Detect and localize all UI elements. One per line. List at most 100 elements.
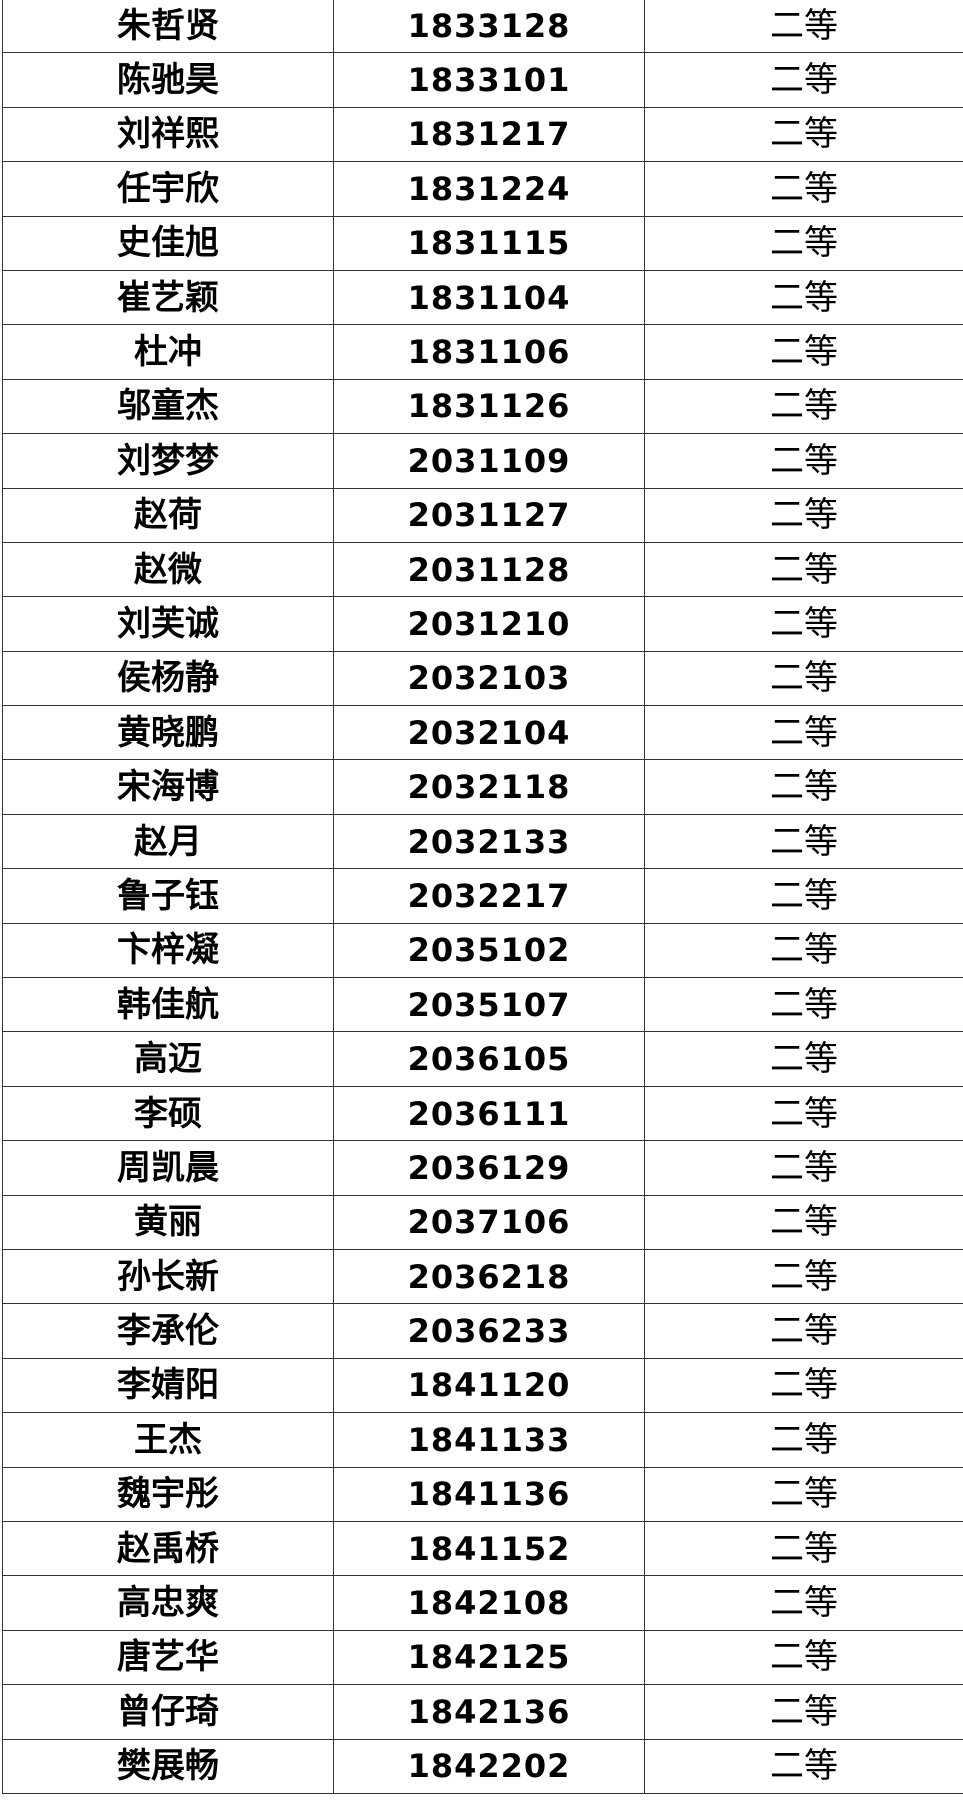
name-cell: 黄晓鹏 — [2, 705, 334, 761]
grade-cell: 二等 — [644, 1194, 963, 1250]
table-row: 高迈 2036105 二等 — [2, 1031, 963, 1087]
table-row: 侯杨静 2032103 二等 — [2, 650, 963, 707]
name-cell: 邬童杰 — [2, 378, 334, 435]
table-row: 韩佳航 2035107 二等 — [2, 977, 963, 1033]
name-cell: 史佳旭 — [2, 215, 334, 271]
student-id-cell: 2036233 — [333, 1303, 645, 1359]
student-id-cell: 2036105 — [333, 1031, 645, 1087]
table-row: 赵微 2031128 二等 — [2, 541, 963, 598]
student-id-cell: 1831115 — [333, 215, 645, 271]
grade-cell: 二等 — [644, 1248, 963, 1305]
name-cell: 李婧阳 — [2, 1357, 334, 1414]
table-row: 任宇欣 1831224 二等 — [2, 161, 963, 217]
table-row: 卞梓凝 2035102 二等 — [2, 922, 963, 979]
table-row: 杜冲 1831106 二等 — [2, 324, 963, 380]
student-id-cell: 2037106 — [333, 1194, 645, 1250]
student-id-cell: 1831126 — [333, 378, 645, 435]
student-id-cell: 1841152 — [333, 1520, 645, 1577]
student-id-cell: 1831104 — [333, 269, 645, 326]
student-id-cell: 1831106 — [333, 324, 645, 380]
name-cell: 樊展畅 — [2, 1738, 334, 1794]
grade-cell: 二等 — [644, 215, 963, 271]
student-id-cell: 2031109 — [333, 433, 645, 489]
name-cell: 高迈 — [2, 1031, 334, 1087]
name-cell: 唐艺华 — [2, 1629, 334, 1686]
name-cell: 高忠爽 — [2, 1575, 334, 1631]
name-cell: 周凯晨 — [2, 1140, 334, 1196]
student-id-cell: 2032103 — [333, 650, 645, 707]
student-id-cell: 1833101 — [333, 52, 645, 108]
grade-cell: 二等 — [644, 1303, 963, 1359]
table-row: 赵月 2032133 二等 — [2, 813, 963, 870]
grade-cell: 二等 — [644, 922, 963, 979]
student-id-cell: 2032118 — [333, 759, 645, 815]
table-row: 刘芙诚 2031210 二等 — [2, 596, 963, 652]
name-cell: 朱哲贤 — [2, 0, 334, 54]
student-id-cell: 2036129 — [333, 1140, 645, 1196]
table-row: 鲁子钰 2032217 二等 — [2, 868, 963, 924]
student-id-cell: 2035107 — [333, 977, 645, 1033]
grade-cell: 二等 — [644, 1629, 963, 1686]
table-row: 黄丽 2037106 二等 — [2, 1194, 963, 1250]
grade-cell: 二等 — [644, 106, 963, 163]
grade-cell: 二等 — [644, 0, 963, 54]
grade-cell: 二等 — [644, 813, 963, 870]
name-cell: 赵月 — [2, 813, 334, 870]
name-cell: 侯杨静 — [2, 650, 334, 707]
table-row: 高忠爽 1842108 二等 — [2, 1575, 963, 1631]
student-id-cell: 2032217 — [333, 868, 645, 924]
table-row: 唐艺华 1842125 二等 — [2, 1629, 963, 1686]
student-id-cell: 2036111 — [333, 1085, 645, 1142]
table-row: 王杰 1841133 二等 — [2, 1412, 963, 1468]
name-cell: 宋海博 — [2, 759, 334, 815]
name-cell: 赵荷 — [2, 487, 334, 543]
grade-cell: 二等 — [644, 1466, 963, 1522]
table-row: 李承伦 2036233 二等 — [2, 1303, 963, 1359]
grade-cell: 二等 — [644, 324, 963, 380]
name-cell: 李承伦 — [2, 1303, 334, 1359]
student-id-cell: 2031128 — [333, 541, 645, 598]
table-row: 魏宇彤 1841136 二等 — [2, 1466, 963, 1522]
grade-cell: 二等 — [644, 269, 963, 326]
table-row: 赵荷 2031127 二等 — [2, 487, 963, 543]
table-row: 周凯晨 2036129 二等 — [2, 1140, 963, 1196]
name-cell: 任宇欣 — [2, 161, 334, 217]
student-id-cell: 2036218 — [333, 1248, 645, 1305]
name-cell: 孙长新 — [2, 1248, 334, 1305]
table-row: 陈驰昊 1833101 二等 — [2, 52, 963, 108]
grade-cell: 二等 — [644, 52, 963, 108]
name-cell: 曾仔琦 — [2, 1684, 334, 1740]
student-id-cell: 1842136 — [333, 1684, 645, 1740]
table-row: 史佳旭 1831115 二等 — [2, 215, 963, 271]
table-row: 樊展畅 1842202 二等 — [2, 1738, 963, 1794]
student-id-cell: 1841133 — [333, 1412, 645, 1468]
name-cell: 韩佳航 — [2, 977, 334, 1033]
grade-cell: 二等 — [644, 1520, 963, 1577]
grade-cell: 二等 — [644, 161, 963, 217]
student-id-cell: 2032133 — [333, 813, 645, 870]
table-row: 孙长新 2036218 二等 — [2, 1248, 963, 1305]
name-cell: 杜冲 — [2, 324, 334, 380]
grade-cell: 二等 — [644, 378, 963, 435]
grade-cell: 二等 — [644, 433, 963, 489]
student-id-cell: 1842202 — [333, 1738, 645, 1794]
grade-cell: 二等 — [644, 1031, 963, 1087]
table-row: 朱哲贤 1833128 二等 — [2, 0, 963, 54]
grade-cell: 二等 — [644, 487, 963, 543]
name-cell: 刘祥熙 — [2, 106, 334, 163]
table-row: 崔艺颖 1831104 二等 — [2, 269, 963, 326]
grade-cell: 二等 — [644, 596, 963, 652]
student-id-cell: 1841120 — [333, 1357, 645, 1414]
grade-cell: 二等 — [644, 1412, 963, 1468]
name-cell: 崔艺颖 — [2, 269, 334, 326]
name-cell: 魏宇彤 — [2, 1466, 334, 1522]
name-cell: 王杰 — [2, 1412, 334, 1468]
table-row: 刘祥熙 1831217 二等 — [2, 106, 963, 163]
grade-cell: 二等 — [644, 1357, 963, 1414]
student-id-cell: 1831217 — [333, 106, 645, 163]
student-id-cell: 2031210 — [333, 596, 645, 652]
grade-cell: 二等 — [644, 759, 963, 815]
grade-cell: 二等 — [644, 977, 963, 1033]
name-cell: 李硕 — [2, 1085, 334, 1142]
